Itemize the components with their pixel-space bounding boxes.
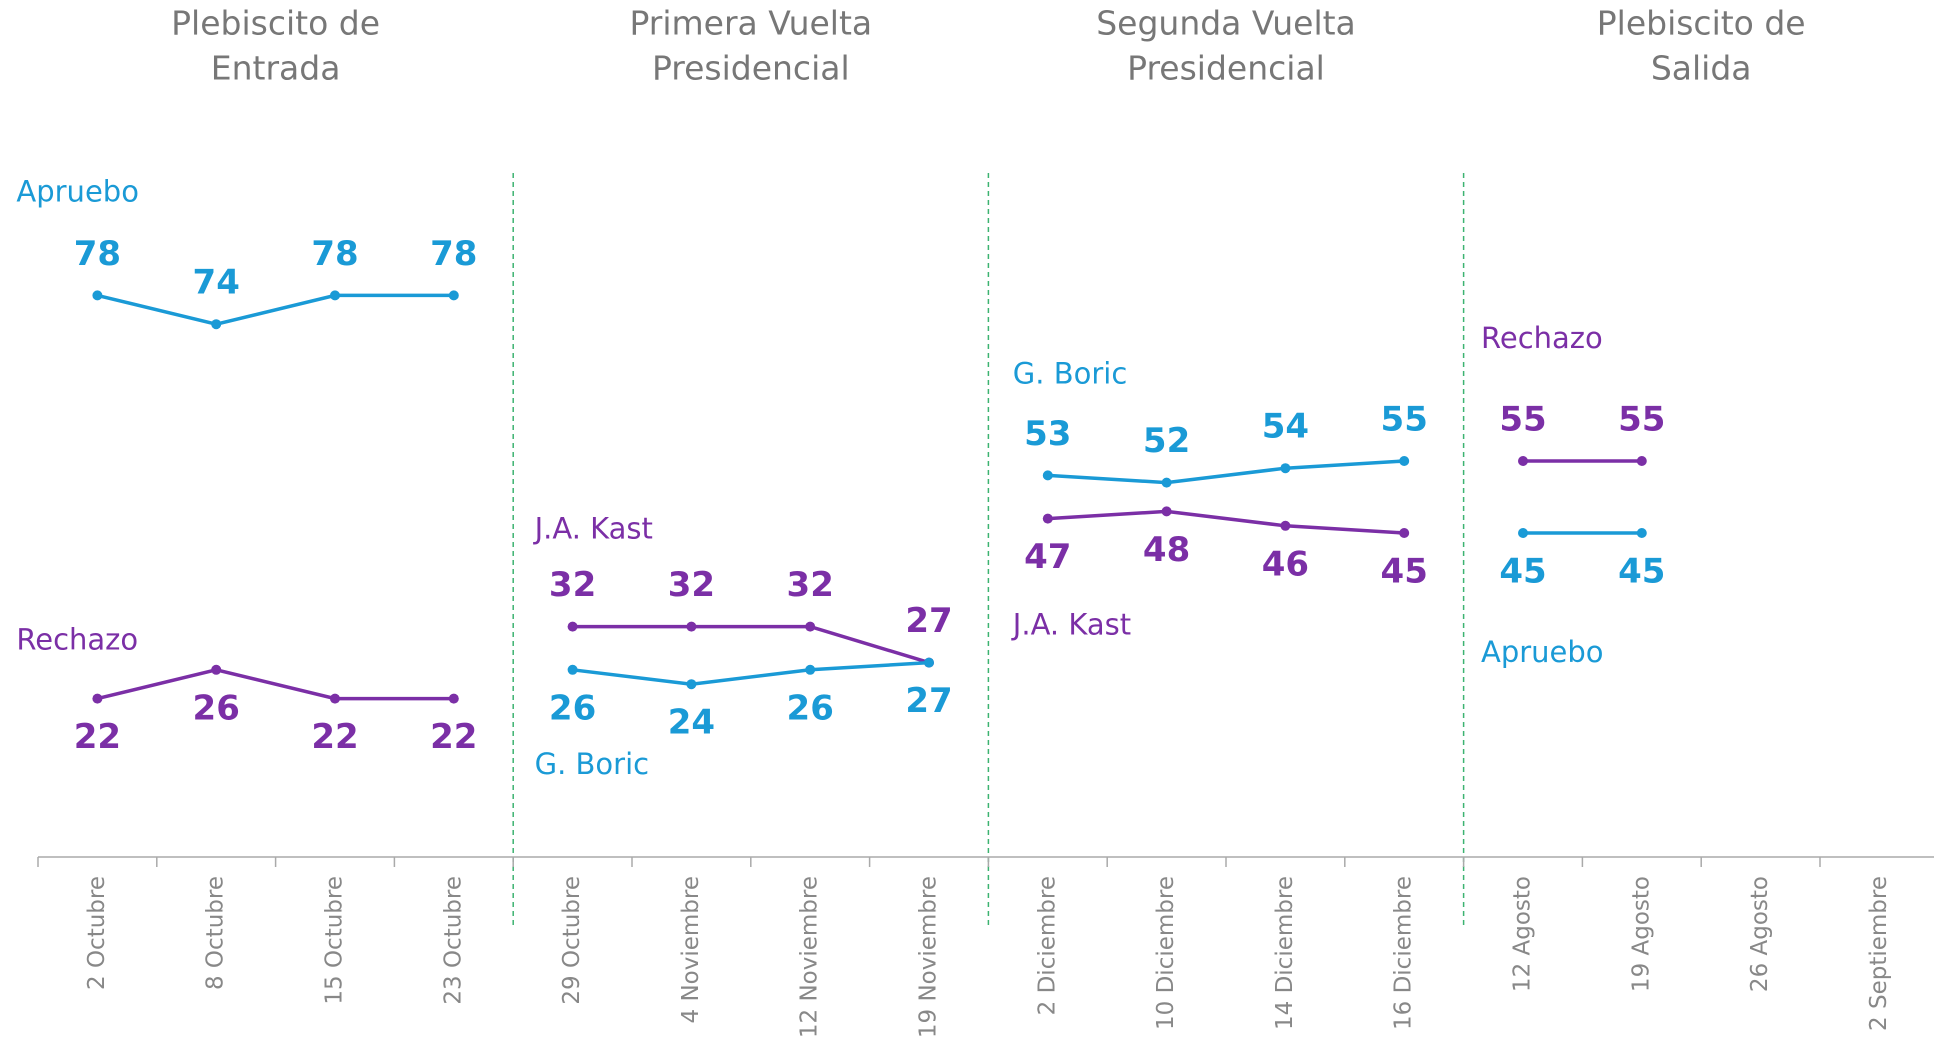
data-label: 45 [1618,552,1665,592]
data-point [1399,528,1410,538]
data-point [805,621,816,632]
series-name: Rechazo [1481,321,1603,355]
data-point [1042,470,1053,481]
series-name: J.A. Kast [533,512,653,546]
data-point [1280,520,1291,531]
data-label: 78 [74,234,121,274]
x-tick-label: 19 Noviembre [916,876,942,1038]
panel-title: Salida [1651,49,1752,88]
panel-title: Primera Vuelta [629,4,872,43]
panel-title: Presidencial [1127,49,1325,88]
series-name: Rechazo [16,623,138,657]
data-label: 53 [1024,414,1071,454]
data-label: 47 [1024,537,1071,577]
series-line [1047,509,1405,535]
x-tick-label: 4 Noviembre [678,876,704,1023]
x-tick-label: 2 Septiembre [1866,876,1892,1031]
data-point [1518,456,1528,466]
series-name: Apruebo [1481,635,1604,669]
data-label: 26 [193,688,240,728]
data-label: 22 [430,717,477,757]
data-label: 24 [668,703,715,743]
series-line [96,667,454,701]
series-line [96,293,454,327]
x-tick-label: 16 Diciembre [1391,876,1417,1030]
data-point [1161,477,1172,488]
data-point [448,693,459,704]
data-point [805,664,816,675]
data-label: 26 [787,688,834,728]
data-point [211,664,222,675]
series-line [572,624,930,665]
series-line [572,660,930,686]
x-tick-label: 19 Agosto [1628,876,1654,992]
data-point [1042,513,1053,524]
data-label: 22 [74,717,121,757]
x-tick-label: 23 Octubre [440,876,466,1005]
data-label: 55 [1618,400,1665,440]
data-label: 32 [549,565,596,605]
panel-title: Segunda Vuelta [1096,4,1356,43]
data-point [1399,456,1410,466]
data-point [211,319,222,330]
data-point [924,657,934,668]
panel-title: Presidencial [652,49,850,88]
data-point [92,290,103,301]
data-point [448,290,459,301]
x-tick-label: 12 Agosto [1510,876,1536,992]
data-point [330,693,340,704]
data-label: 32 [787,565,834,605]
data-label: 27 [905,681,952,721]
data-label: 54 [1262,407,1309,447]
x-tick-label: 2 Octubre [84,876,110,990]
data-label: 22 [311,717,358,757]
data-label: 45 [1381,552,1428,592]
x-tick-label: 10 Diciembre [1153,876,1179,1030]
x-tick-label: 2 Diciembre [1034,876,1060,1015]
data-point [1518,528,1528,538]
data-label: 46 [1262,544,1309,584]
series-name: G. Boric [1013,356,1127,390]
series-name: J.A. Kast [1011,608,1131,642]
panel-title: Plebiscito de [1597,4,1806,43]
data-label: 55 [1499,400,1546,440]
data-label: 52 [1143,421,1190,461]
data-point [1636,528,1647,538]
data-label: 48 [1143,530,1190,570]
panel-title: Entrada [211,49,341,88]
data-point [1161,506,1172,517]
data-point [330,290,340,301]
data-label: 55 [1381,400,1428,440]
panel-title: Plebiscito de [171,4,380,43]
data-label: 45 [1499,552,1546,592]
data-point [1636,456,1647,466]
x-tick-label: 14 Diciembre [1272,876,1298,1030]
data-point [686,679,697,690]
data-label: 78 [311,234,358,274]
data-label: 74 [193,263,240,303]
data-point [567,664,578,675]
series-line [1047,459,1405,485]
x-tick-label: 26 Agosto [1747,876,1773,992]
data-point [567,621,578,632]
x-tick-label: 8 Octubre [203,876,229,990]
data-point [1280,463,1291,474]
data-label: 27 [905,601,952,641]
data-label: 32 [668,565,715,605]
series-name: G. Boric [535,747,649,781]
data-label: 78 [430,234,477,274]
x-tick-label: 12 Noviembre [797,876,823,1038]
x-tick-label: 29 Octubre [559,876,585,1005]
data-label: 26 [549,688,596,728]
data-point [686,621,697,632]
data-point [92,693,103,704]
x-tick-label: 15 Octubre [322,876,348,1005]
series-name: Apruebo [16,174,139,208]
